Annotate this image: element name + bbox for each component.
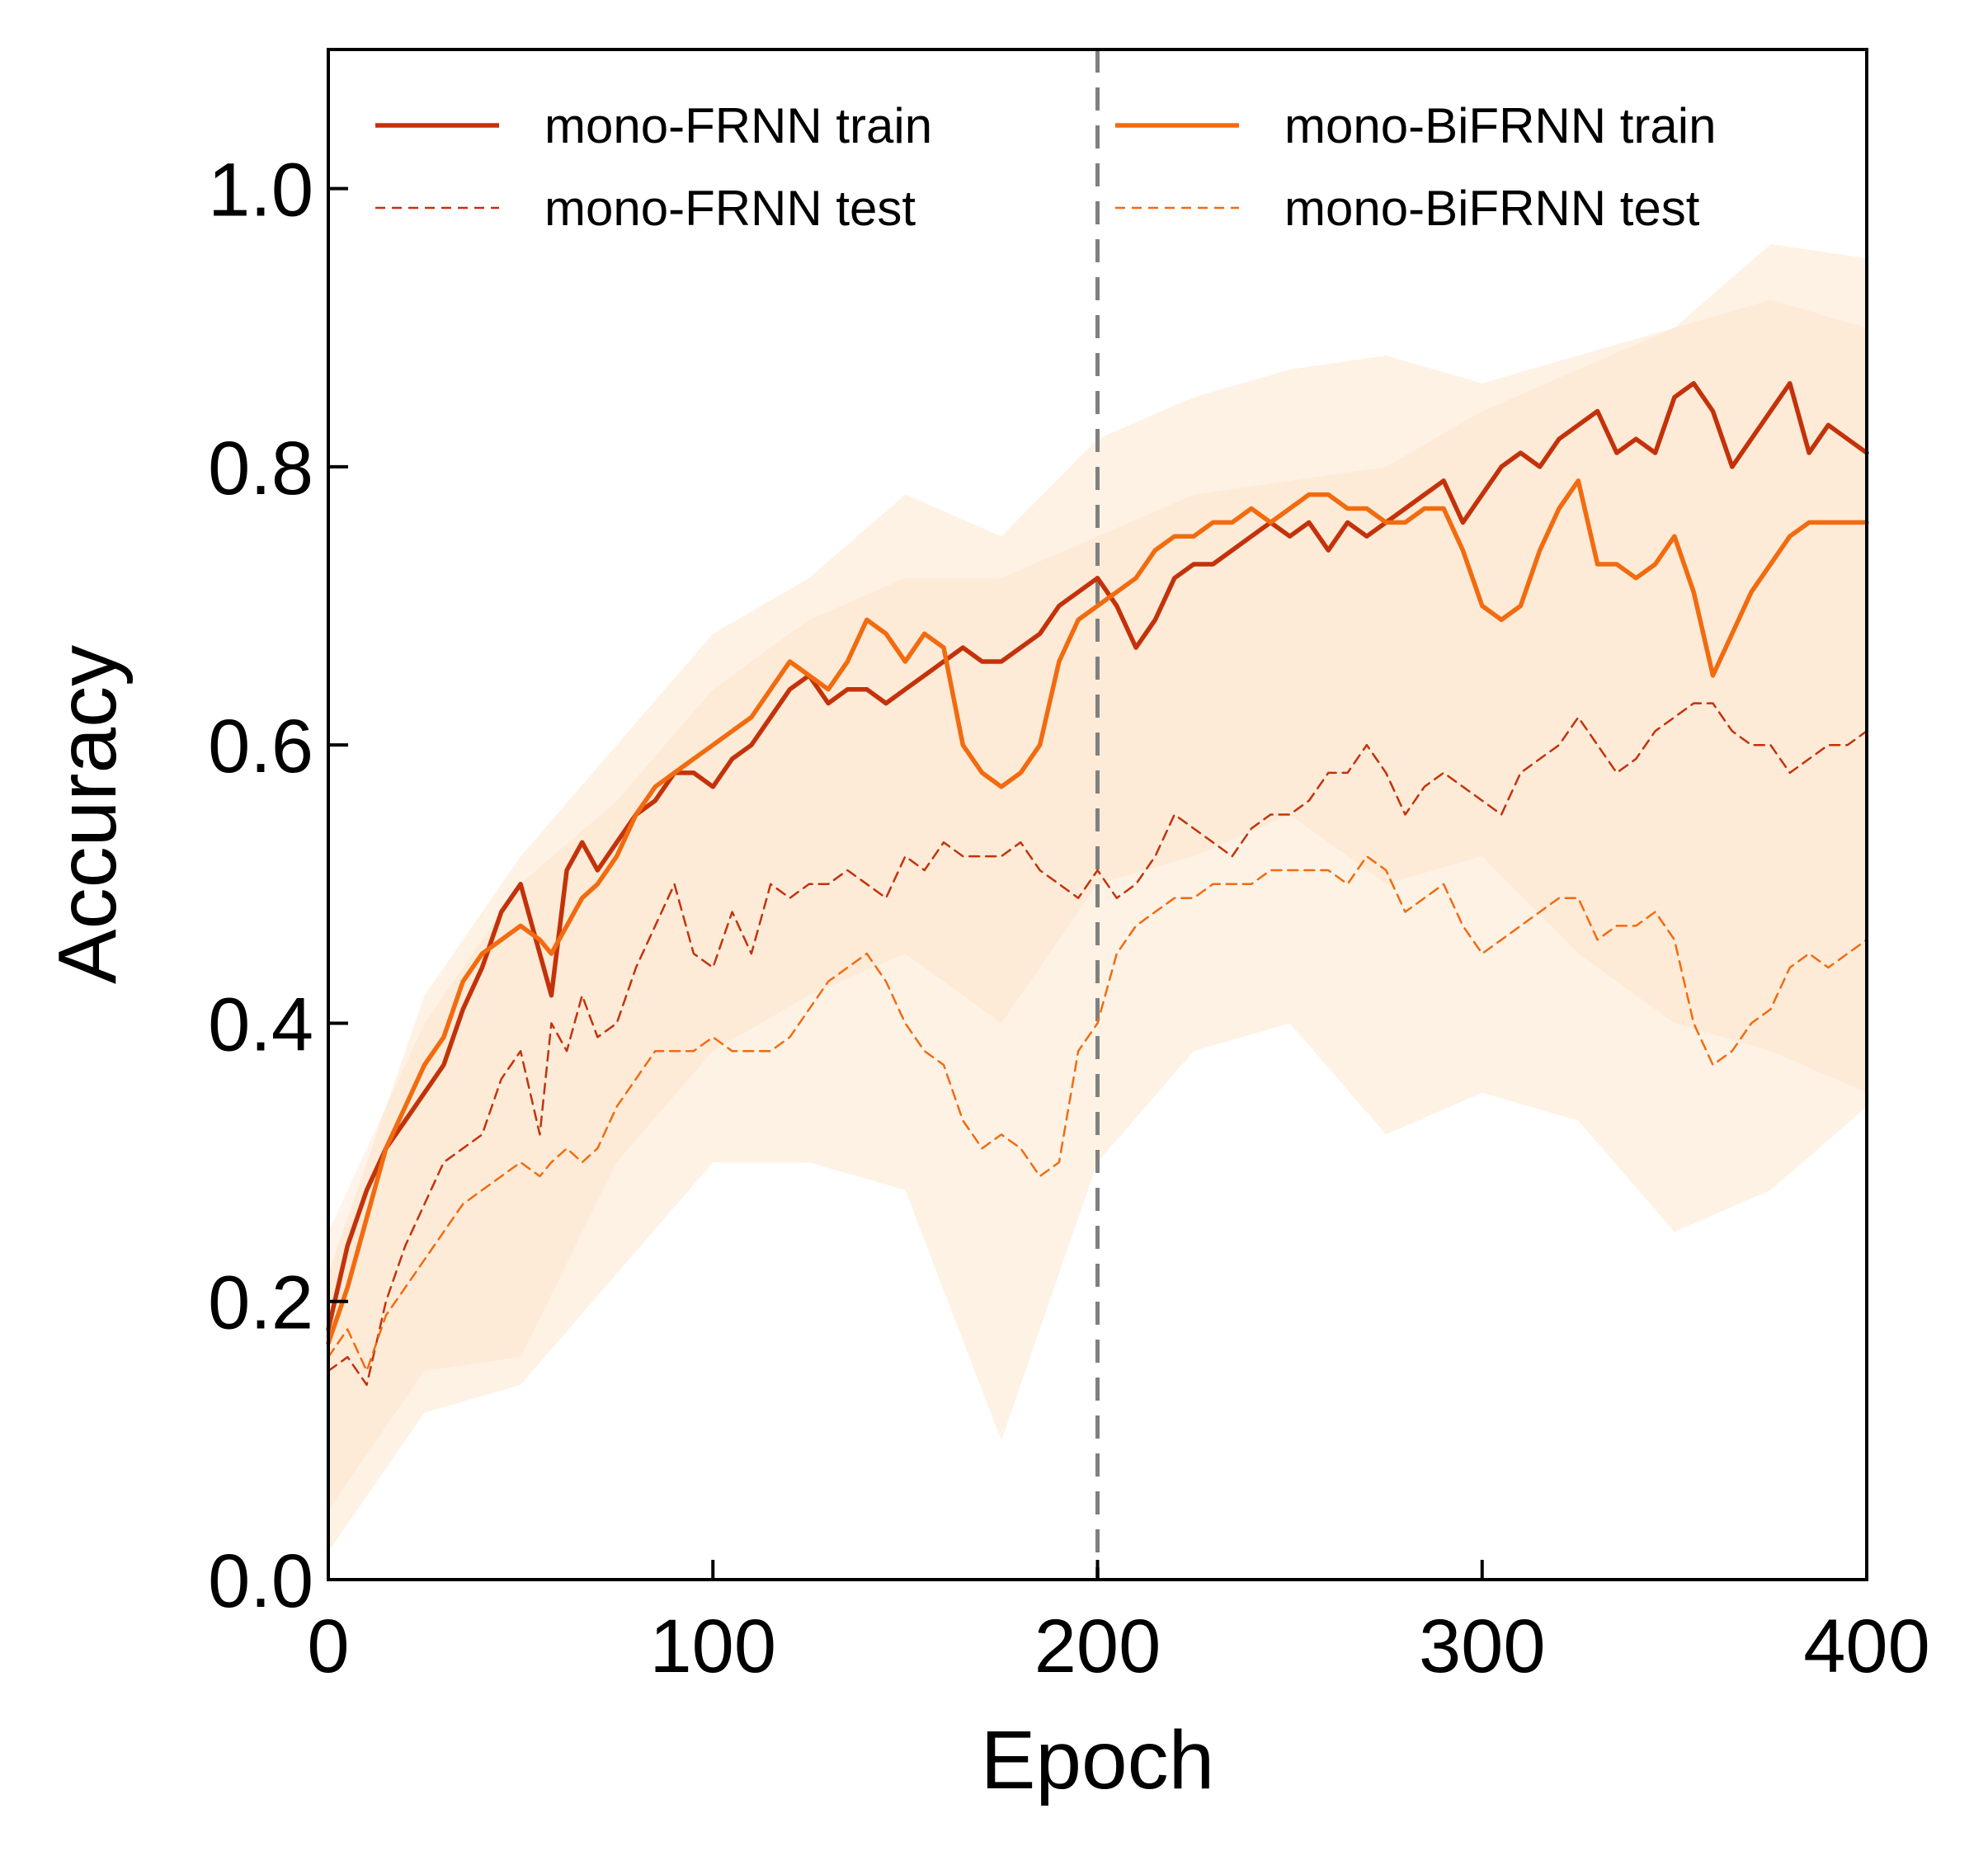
y-tick-label: 1.0 [208, 148, 313, 233]
x-tick-label: 400 [1803, 1604, 1930, 1689]
legend-label: mono-FRNN test [544, 181, 916, 236]
series-line-mono-bifrnn-test [327, 855, 1868, 1373]
axis-ticks [327, 186, 1868, 1581]
series-line-mono-bifrnn-train [326, 478, 1869, 1346]
x-tick-label: 300 [1419, 1604, 1546, 1689]
y-axis-title: Accuracy [41, 645, 134, 984]
series-line-mono-frnn-test [327, 702, 1868, 1387]
y-tick-label: 0.8 [208, 426, 313, 511]
y-tick-label: 0.0 [208, 1539, 313, 1623]
x-tick-label: 200 [1034, 1604, 1161, 1689]
legend-label: mono-BiFRNN test [1284, 181, 1700, 236]
y-tick-label: 0.2 [208, 1261, 313, 1345]
x-axis-title: Epoch [981, 1714, 1215, 1806]
legend-label: mono-FRNN train [544, 98, 932, 153]
legend-label: mono-BiFRNN train [1284, 98, 1716, 153]
axis-tick-labels: 0 100 200 300 400 0.0 0.2 0.4 0.6 0.8 1.0 [208, 148, 1930, 1689]
legend: mono-FRNN train mono-FRNN test mono-BiFRNN… [375, 98, 1716, 236]
x-tick-label: 0 [307, 1604, 349, 1689]
y-tick-label: 0.6 [208, 704, 313, 789]
series-line-mono-frnn-train [326, 380, 1869, 1332]
series-lines [326, 380, 1869, 1387]
x-tick-label: 100 [650, 1604, 777, 1689]
y-tick-label: 0.4 [208, 982, 313, 1067]
